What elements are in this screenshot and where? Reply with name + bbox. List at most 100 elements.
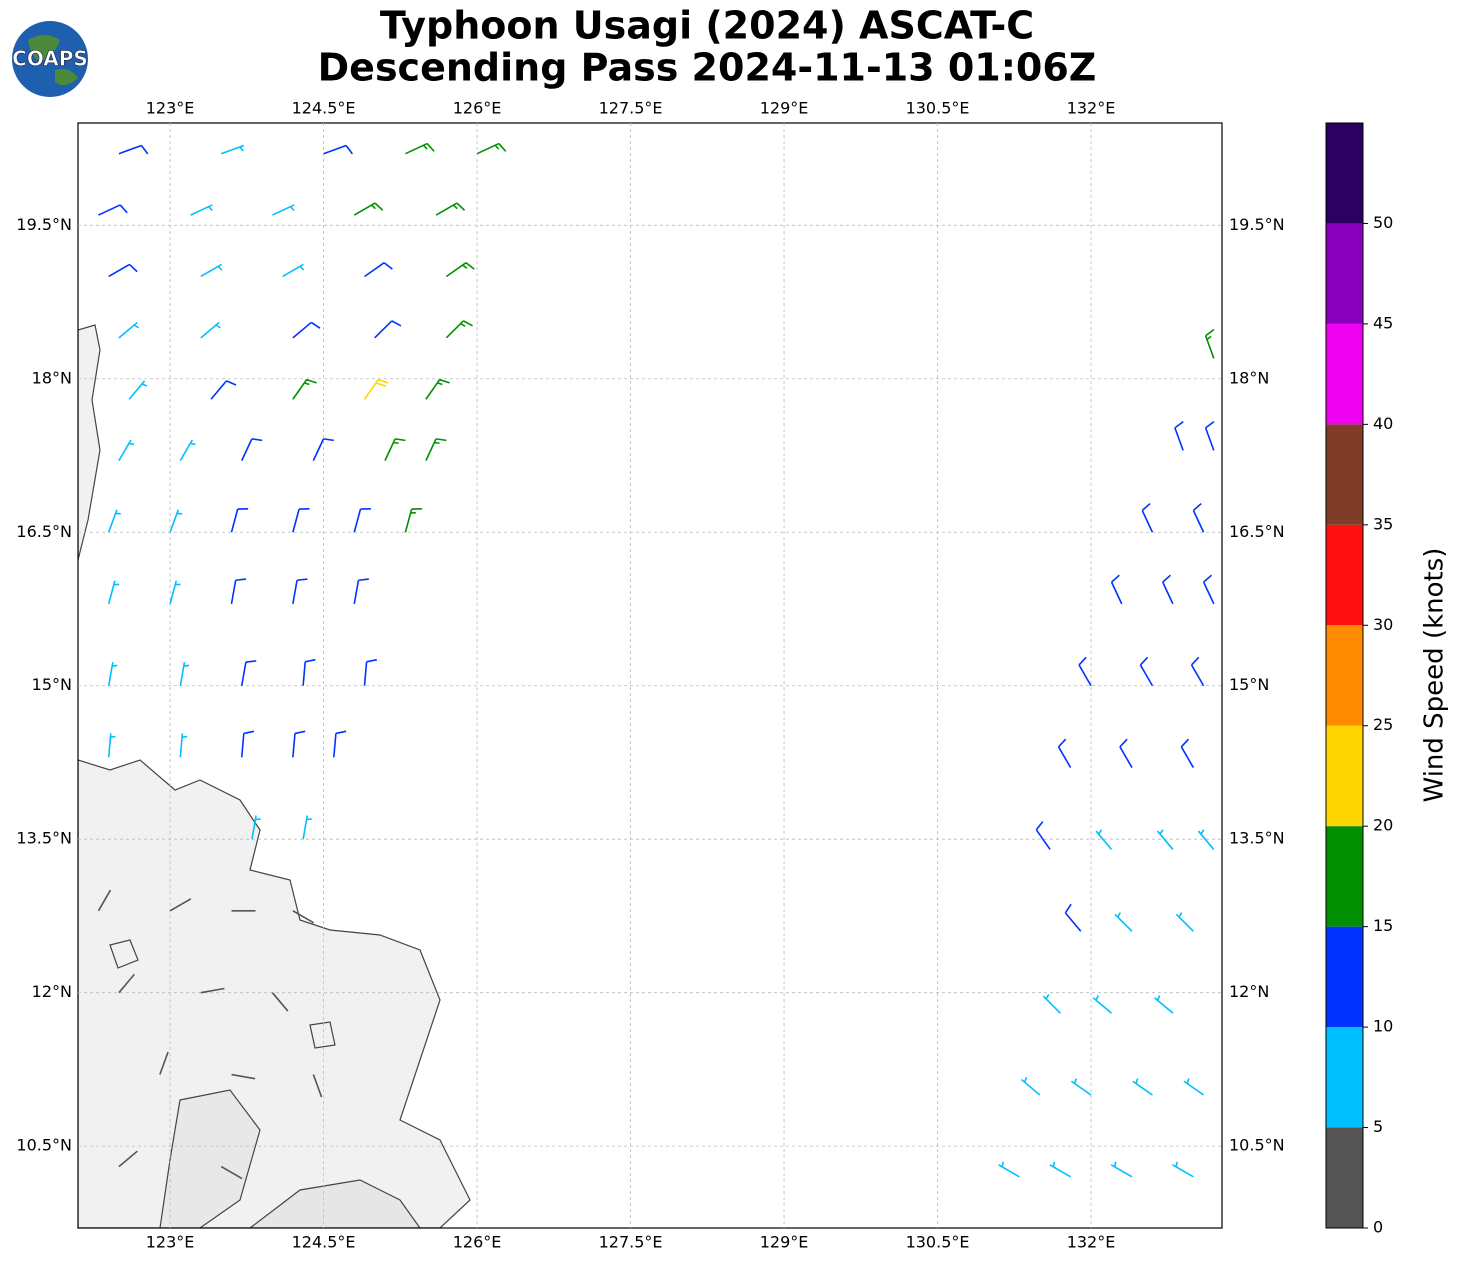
colorbar-tick-label: 45	[1373, 313, 1393, 332]
colorbar-label: Wind Speed (knots)	[1420, 548, 1450, 803]
wind-barb	[445, 262, 475, 278]
y-tick-label: 19.5°N	[1229, 215, 1285, 234]
colorbar-segment	[1326, 123, 1363, 224]
wind-barb	[190, 204, 213, 216]
wind-barb	[272, 204, 295, 216]
wind-barb	[364, 262, 393, 278]
wind-barb	[107, 580, 120, 605]
wind-barb	[353, 507, 371, 533]
land	[78, 324, 471, 1228]
x-tick-label: 126°E	[453, 1233, 502, 1252]
colorbar-segment	[1326, 223, 1363, 324]
wind-barb	[292, 378, 317, 400]
wind-barb	[353, 578, 369, 605]
wind-barb	[97, 889, 112, 912]
x-tick-label: 127.5°E	[599, 99, 663, 118]
wind-barb	[251, 815, 261, 840]
wind-barb	[169, 509, 183, 533]
wind-barb	[118, 439, 135, 462]
colorbar-tick-label: 0	[1373, 1218, 1383, 1237]
wind-barb	[118, 144, 149, 155]
wind-barb	[1132, 1078, 1153, 1096]
wind-barb	[384, 438, 406, 461]
wind-barb	[404, 507, 423, 533]
colorbar-tick-label: 40	[1373, 414, 1393, 433]
wind-barb	[1204, 328, 1215, 359]
colorbar-segment	[1326, 725, 1363, 827]
wind-barb	[1078, 656, 1092, 687]
wind-barb	[1180, 738, 1195, 768]
wind-barb	[1204, 420, 1215, 451]
logo-land	[28, 35, 78, 86]
wind-barb	[323, 144, 354, 155]
x-tick-label: 123°E	[146, 99, 195, 118]
colorbar-tick-label: 15	[1373, 916, 1393, 935]
wind-barb	[425, 438, 447, 461]
wind-barb	[292, 910, 315, 924]
wind-barb	[353, 202, 384, 216]
colorbar-tick-label: 30	[1373, 615, 1393, 634]
wind-barb	[179, 733, 188, 758]
x-tick-label: 130.5°E	[906, 1233, 970, 1252]
wind-barb	[292, 730, 306, 758]
wind-barb	[282, 263, 305, 278]
y-tick-label: 13.5°N	[16, 829, 72, 848]
wind-barb	[240, 438, 263, 461]
wind-barb	[231, 1073, 256, 1080]
wind-barb	[220, 144, 245, 155]
y-tick-label: 16.5°N	[16, 522, 72, 541]
wind-barb	[108, 263, 138, 278]
y-tick-label: 15°N	[1229, 675, 1269, 694]
wind-barb	[118, 973, 135, 994]
wind-barb	[292, 507, 310, 533]
wind-barb	[445, 320, 473, 339]
wind-barb	[169, 898, 192, 912]
y-tick-label: 15°N	[32, 675, 72, 694]
wind-barb	[374, 320, 402, 339]
wind-barb	[312, 1074, 323, 1098]
y-tick-label: 18°N	[32, 368, 72, 387]
logo: COAPS	[12, 21, 88, 97]
x-tick-label: 127.5°E	[599, 1233, 663, 1252]
wind-barb	[1114, 912, 1133, 932]
wind-barb	[1174, 420, 1184, 451]
wind-barb	[405, 142, 435, 155]
wind-barb	[1175, 912, 1194, 932]
y-tick-label: 13.5°N	[1229, 829, 1285, 848]
wind-barb	[1095, 829, 1113, 850]
wind-barb	[107, 661, 118, 686]
x-tick-label: 126°E	[453, 99, 502, 118]
wind-barb	[118, 1150, 138, 1168]
wind-barb	[210, 380, 237, 400]
colorbar-tick-label: 20	[1373, 816, 1393, 835]
y-tick-label: 19.5°N	[16, 215, 72, 234]
wind-barb	[98, 204, 128, 216]
wind-barb	[1070, 1078, 1092, 1096]
colorbar-segment	[1326, 323, 1363, 425]
wind-barb	[271, 992, 289, 1012]
wind-barb	[1153, 995, 1174, 1014]
wind-barb	[333, 730, 347, 758]
wind-barb	[312, 438, 334, 461]
colorbar-tick-label: 25	[1373, 715, 1393, 734]
colorbar-segment	[1326, 926, 1363, 1028]
y-tick-label: 12°N	[1229, 982, 1269, 1001]
wind-barb	[1057, 738, 1072, 768]
wind-barb	[1110, 1161, 1133, 1178]
land-shape	[78, 324, 101, 561]
wind-barb	[1042, 994, 1061, 1014]
wind-barb	[230, 507, 249, 533]
wind-barb	[1190, 656, 1205, 687]
y-tick-label: 10.5°N	[16, 1136, 72, 1155]
wind-barb	[1049, 1161, 1071, 1178]
wind-barb	[240, 660, 257, 686]
wind-barb	[230, 578, 247, 605]
wind-barb	[292, 321, 321, 339]
wind-barb	[107, 509, 121, 533]
wind-barb	[1119, 738, 1133, 768]
wind-barb	[179, 439, 196, 462]
x-tick-label: 132°E	[1067, 1233, 1116, 1252]
colorbar-segment	[1326, 1027, 1363, 1128]
wind-barb	[200, 321, 221, 339]
